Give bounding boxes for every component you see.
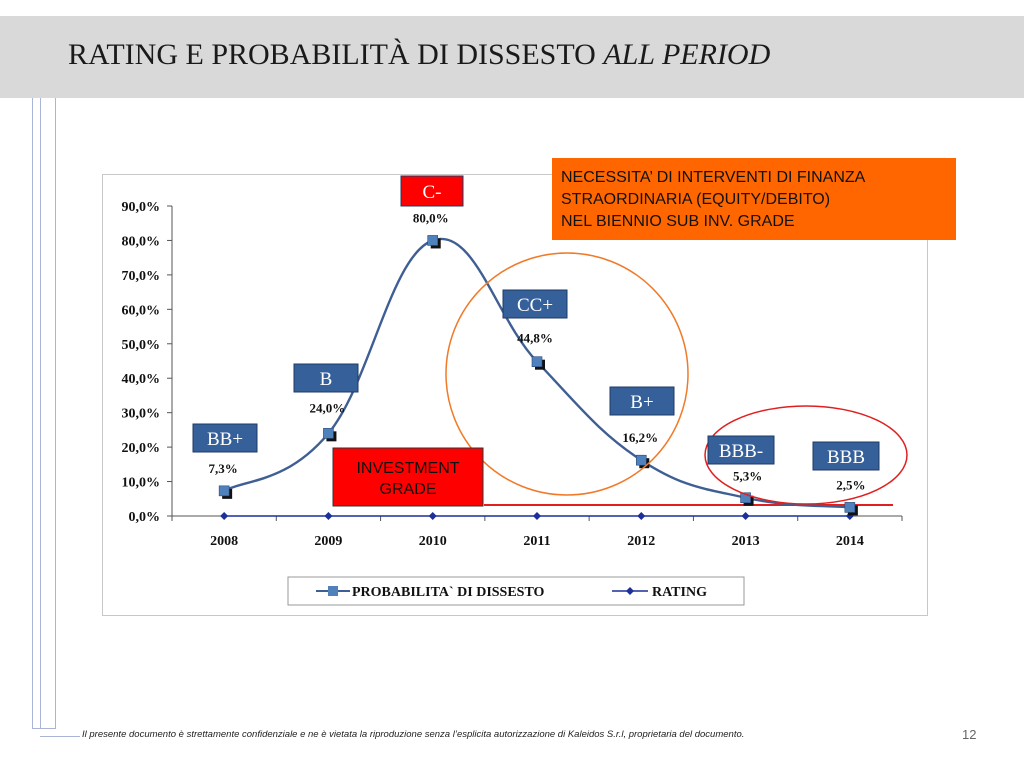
rating-point bbox=[637, 512, 646, 520]
rating-badge-label: B bbox=[320, 369, 333, 390]
x-tick-label: 2010 bbox=[419, 534, 447, 549]
decorative-line bbox=[55, 98, 56, 728]
rating-badge-label: BBB bbox=[827, 447, 865, 468]
decorative-line bbox=[32, 98, 33, 728]
investment-grade-label: INVESTMENT bbox=[356, 460, 459, 477]
footer-note: Il presente documento è strettamente con… bbox=[82, 729, 745, 740]
investment-grade-box bbox=[332, 447, 484, 507]
data-label: 5,3% bbox=[733, 469, 762, 484]
probability-point bbox=[323, 428, 334, 439]
highlight-circle bbox=[445, 252, 689, 496]
data-label: 7,3% bbox=[209, 461, 238, 476]
x-tick-label: 2013 bbox=[732, 534, 760, 549]
rating-badge bbox=[293, 363, 359, 393]
probability-point bbox=[218, 485, 230, 497]
y-tick-label: 40,0% bbox=[122, 372, 161, 387]
probability-point bbox=[844, 502, 856, 513]
rating-badge bbox=[707, 435, 775, 465]
rating-point bbox=[220, 512, 229, 520]
y-tick-label: 80,0% bbox=[122, 234, 161, 249]
header-band bbox=[0, 16, 1024, 98]
y-tick-label: 50,0% bbox=[122, 338, 161, 353]
decorative-line bbox=[40, 736, 80, 737]
legend-marker-probability bbox=[328, 586, 338, 596]
title-italic: ALL PERIOD bbox=[603, 38, 771, 71]
callout-text: NECESSITA’ DI INTERVENTI DI FINANZA bbox=[561, 169, 866, 186]
highlight-ellipse bbox=[704, 405, 908, 505]
rating-badge-label: B+ bbox=[630, 392, 653, 413]
probability-point bbox=[427, 235, 439, 246]
rating-point bbox=[428, 512, 437, 520]
probability-point bbox=[531, 356, 543, 367]
data-label: 44,8% bbox=[517, 331, 553, 346]
y-tick-label: 20,0% bbox=[122, 441, 161, 456]
x-tick-label: 2011 bbox=[523, 534, 550, 549]
rating-badge bbox=[609, 386, 675, 416]
decorative-line bbox=[40, 98, 41, 728]
rating-badge bbox=[400, 175, 464, 207]
data-label: 16,2% bbox=[622, 430, 658, 445]
callout-box bbox=[552, 158, 956, 240]
y-tick-label: 30,0% bbox=[122, 407, 161, 422]
callout-text: STRAORDINARIA (EQUITY/DEBITO) bbox=[561, 191, 830, 208]
data-label: 80,0% bbox=[413, 210, 449, 225]
y-tick-label: 10,0% bbox=[122, 476, 161, 491]
rating-point bbox=[741, 512, 750, 520]
rating-badge bbox=[502, 289, 568, 319]
investment-grade-label: GRADE bbox=[380, 481, 437, 498]
rating-badge-label: BB+ bbox=[207, 429, 243, 450]
probability-point bbox=[635, 454, 647, 466]
y-tick-label: 70,0% bbox=[122, 269, 161, 284]
legend-marker-rating bbox=[626, 587, 634, 595]
legend bbox=[287, 576, 745, 606]
data-label: 24,0% bbox=[310, 400, 346, 415]
callout-text: NEL BIENNIO SUB INV. GRADE bbox=[561, 213, 795, 230]
legend-label-rating: RATING bbox=[652, 585, 707, 600]
y-tick-label: 0,0% bbox=[129, 510, 161, 525]
probability-point bbox=[740, 492, 751, 504]
page-number: 12 bbox=[962, 727, 977, 742]
rating-point bbox=[324, 512, 333, 520]
decorative-line bbox=[32, 728, 56, 729]
x-tick-label: 2008 bbox=[210, 534, 238, 549]
x-tick-label: 2012 bbox=[627, 534, 655, 549]
x-tick-label: 2014 bbox=[836, 534, 864, 549]
rating-badge-label: CC+ bbox=[517, 295, 553, 316]
rating-badge-label: BBB- bbox=[719, 441, 763, 462]
data-label: 2,5% bbox=[836, 477, 865, 492]
chart-frame bbox=[102, 174, 928, 616]
y-tick-label: 60,0% bbox=[122, 303, 161, 318]
x-tick-label: 2009 bbox=[314, 534, 342, 549]
rating-badge bbox=[192, 423, 258, 453]
rating-badge bbox=[812, 441, 880, 471]
y-tick-label: 90,0% bbox=[122, 200, 161, 215]
legend-label-probability: PROBABILITA` DI DISSESTO bbox=[352, 585, 545, 600]
rating-point bbox=[533, 512, 541, 520]
rating-badge-label: C- bbox=[423, 182, 442, 203]
title-main: RATING E PROBABILITÀ DI DISSESTO bbox=[68, 38, 604, 71]
slide-title: RATING E PROBABILITÀ DI DISSESTO ALL PER… bbox=[68, 38, 770, 72]
